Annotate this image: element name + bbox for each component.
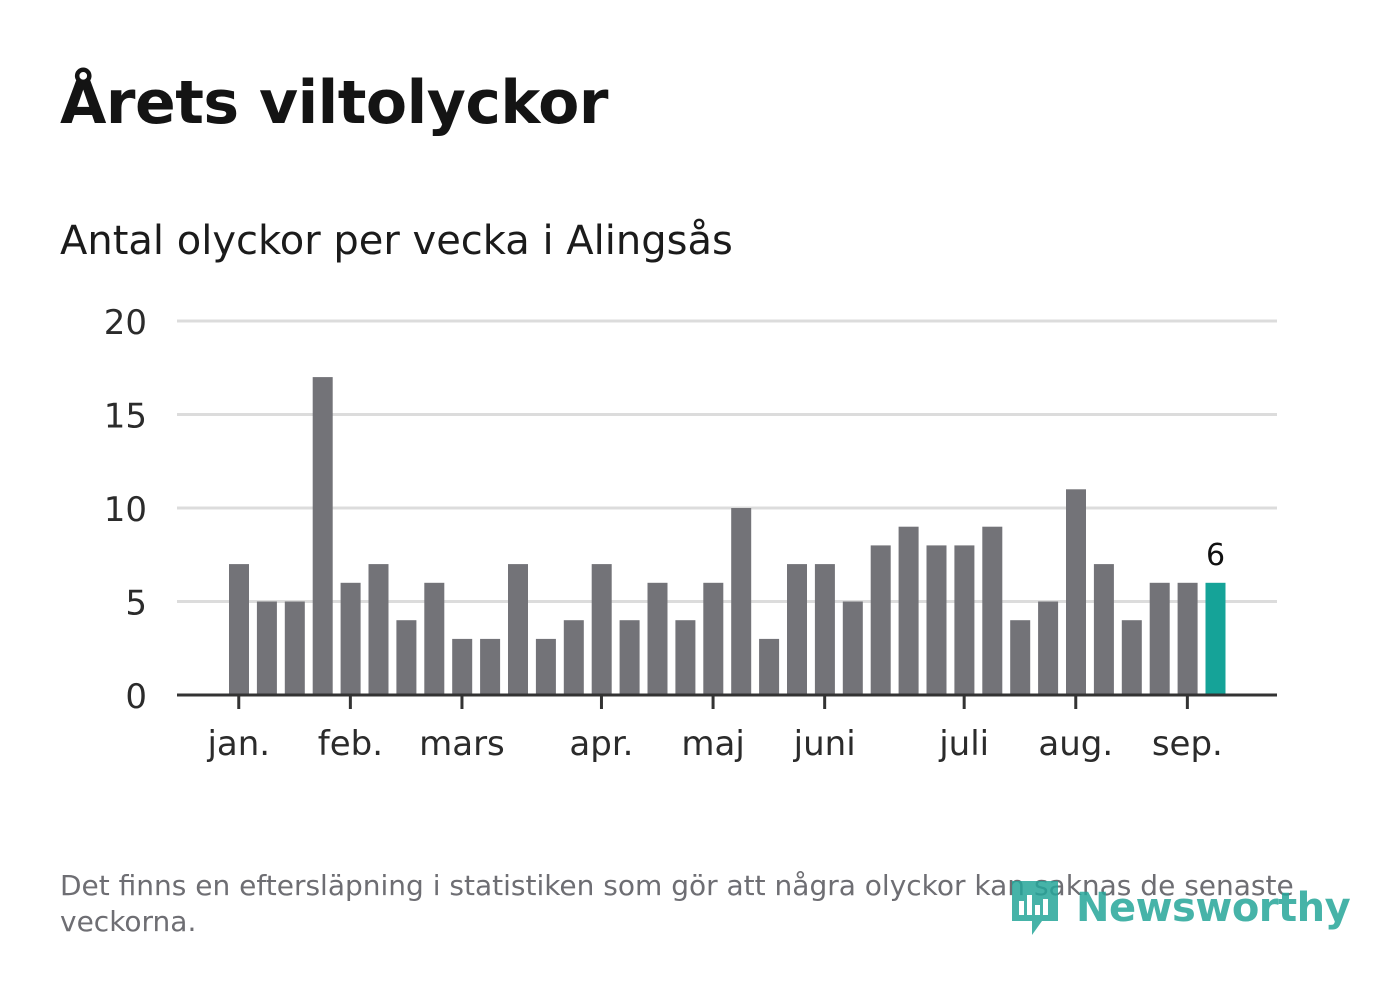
x-tick-label: juni (793, 724, 856, 764)
x-tick-label: sep. (1152, 724, 1223, 764)
highlight-value-label: 6 (1206, 538, 1225, 573)
bar (1093, 564, 1114, 695)
logo-text: Newsworthy (1076, 885, 1351, 931)
bar (256, 601, 277, 695)
x-tick-label: jan. (206, 724, 270, 764)
chart-subtitle: Antal olyckor per vecka i Alingsås (60, 218, 733, 264)
y-tick-label: 0 (125, 677, 147, 717)
bar (954, 545, 975, 695)
bar-chart: 0 5 10 15 20 6 jan. feb. mars apr. maj juni juli aug.… (104, 303, 1277, 764)
bar (563, 620, 584, 695)
bar (1066, 489, 1086, 695)
bars (229, 377, 1226, 695)
x-tick-label: maj (681, 724, 744, 764)
bar (787, 564, 807, 695)
bar (814, 564, 835, 695)
grid-lines (177, 319, 1277, 603)
bar (870, 545, 891, 695)
bar (424, 582, 445, 695)
y-tick-label: 20 (104, 303, 147, 343)
y-tick-label: 5 (125, 584, 147, 624)
footnote: Det finns en eftersläpning i statistiken… (60, 869, 1294, 938)
bar (312, 377, 333, 695)
newsworthy-logo-icon (1012, 881, 1058, 935)
bar (759, 638, 780, 695)
bar (535, 638, 556, 695)
bar (1149, 582, 1170, 695)
y-tick-label: 10 (104, 490, 147, 530)
bar (731, 508, 752, 695)
bar (368, 564, 389, 695)
x-tick-label: apr. (569, 724, 633, 764)
x-tick-label: aug. (1038, 724, 1113, 764)
bar (1121, 620, 1142, 695)
bar (452, 638, 473, 695)
bar (647, 582, 668, 695)
bar (842, 601, 863, 695)
chart-title: Årets viltolyckor (60, 68, 609, 138)
y-tick-label: 15 (104, 397, 147, 437)
bar (284, 601, 305, 695)
axes (177, 693, 1277, 709)
bar (1038, 601, 1059, 695)
bar (926, 545, 947, 695)
bar (619, 620, 640, 695)
bar (898, 526, 919, 695)
bar-highlight (1205, 582, 1226, 695)
x-tick-label: feb. (318, 724, 383, 764)
x-tick-label: juli (938, 724, 989, 764)
bar (591, 564, 612, 695)
bar (508, 564, 528, 695)
newsworthy-logo: Newsworthy (1008, 876, 1351, 940)
bar (982, 526, 1003, 695)
bar (703, 582, 724, 695)
bar (1010, 620, 1031, 695)
bar (675, 620, 696, 695)
labels: 0 5 10 15 20 6 jan. feb. mars apr. maj juni juli aug.… (104, 303, 1225, 764)
bar (480, 638, 501, 695)
bar (229, 564, 249, 695)
x-tick-label: mars (419, 724, 505, 764)
bar (340, 582, 361, 695)
bar (1177, 582, 1198, 695)
bar (396, 620, 417, 695)
